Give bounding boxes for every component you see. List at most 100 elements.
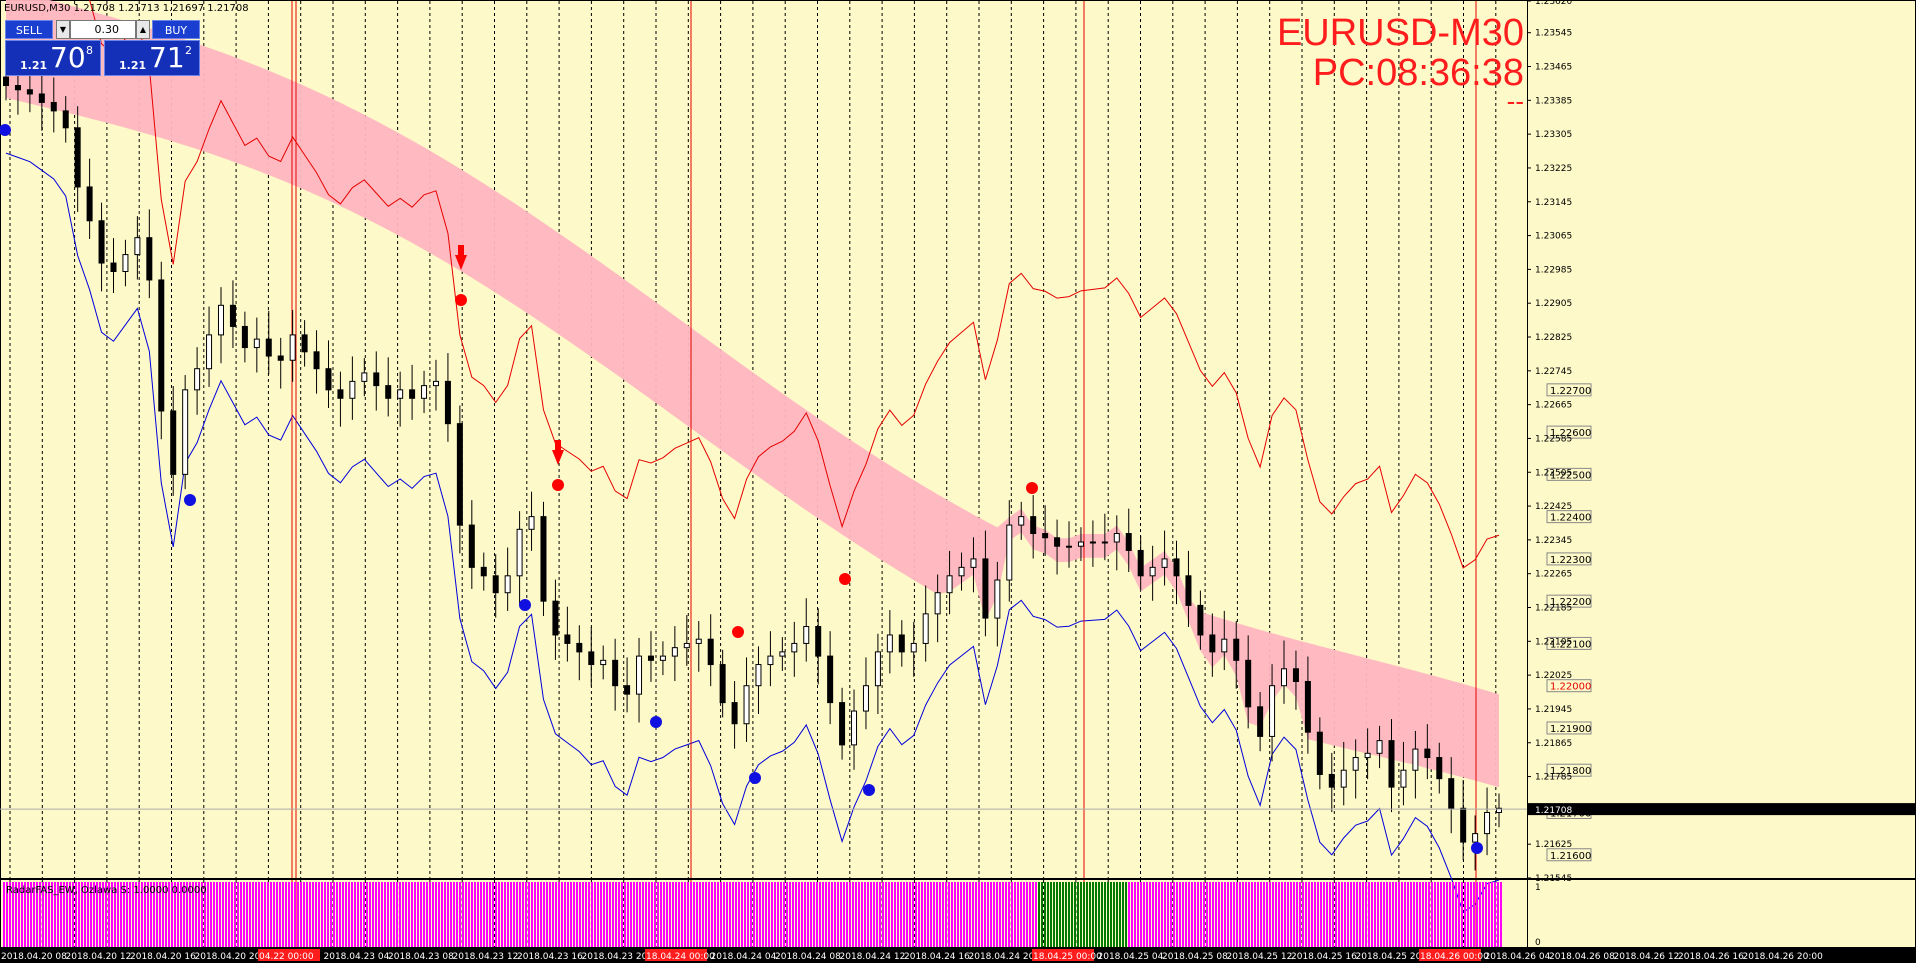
price-tick-label: 1.22505 — [1535, 468, 1572, 478]
overlay-title: EURUSD-M30 — [1276, 12, 1524, 54]
lot-decrease-button[interactable]: ▼ — [56, 20, 70, 39]
time-label: 18.04.24 00:00 — [646, 952, 715, 962]
time-label: 2018.04.23 16 — [517, 952, 583, 962]
candle — [14, 85, 21, 91]
candle — [767, 655, 774, 666]
candle — [827, 655, 834, 704]
price-tick-label: 1.22265 — [1535, 570, 1572, 580]
candle — [409, 389, 416, 399]
level-label: 1.21600 — [1550, 851, 1591, 862]
candle — [1089, 541, 1096, 544]
candle — [624, 685, 631, 695]
time-label: 2018.04.24 12 — [840, 952, 906, 962]
candle — [1316, 731, 1323, 775]
candle — [1233, 638, 1240, 661]
time-label: 2018.04.24 20:00 — [969, 952, 1050, 962]
time-label: 2018.04.20 16 — [130, 952, 196, 962]
level-label: 1.22700 — [1550, 386, 1591, 397]
sell-price-sup: 8 — [86, 44, 93, 57]
candle — [1460, 807, 1467, 843]
sell-price-prefix: 1.21 — [20, 59, 48, 72]
candle — [1221, 638, 1228, 653]
candle — [671, 647, 678, 657]
time-label-highlight — [1419, 949, 1481, 961]
level-label-box — [1546, 721, 1592, 735]
candle — [922, 613, 929, 644]
candle — [277, 355, 284, 361]
candle — [385, 385, 392, 399]
candle — [432, 380, 439, 387]
indicator-axis-top: 1 — [1535, 883, 1541, 893]
buy-signal-icon — [0, 124, 11, 136]
time-label: 04.22 00:00 — [259, 952, 314, 962]
time-label-highlight — [645, 949, 707, 961]
candle — [1448, 778, 1455, 809]
indicator-label: RadarFAS_EW, Ozlawa S: 1.0000 0.0000 — [6, 885, 207, 896]
candle — [612, 659, 619, 687]
lot-size-input[interactable]: 0.30 — [70, 20, 136, 39]
time-label: 2018.04.23 12 — [453, 952, 519, 962]
candle — [815, 626, 822, 657]
candle — [3, 76, 9, 87]
candle — [1364, 752, 1371, 759]
sell-button[interactable]: SELL — [5, 20, 53, 39]
time-label: 2018.04.23 08 — [388, 952, 454, 962]
time-label: 2018.04.24 08 — [775, 952, 841, 962]
level-label: 1.22000 — [1550, 682, 1591, 693]
price-tick-label: 1.22905 — [1535, 299, 1572, 309]
candle — [934, 592, 941, 615]
level-label: 1.21800 — [1550, 766, 1591, 777]
buy-price-box[interactable]: 1.21 71 2 — [104, 40, 200, 76]
candle — [803, 626, 810, 644]
level-label: 1.22400 — [1550, 513, 1591, 524]
time-label: 2018.04.25 12 — [1227, 952, 1293, 962]
price-tick-label: 1.21545 — [1535, 874, 1572, 884]
sell-signal-icon — [552, 479, 564, 491]
buy-price-prefix: 1.21 — [119, 59, 147, 72]
candle — [98, 220, 105, 264]
level-label-box — [1546, 425, 1592, 439]
time-label: 2018.04.26 16 — [1678, 952, 1744, 962]
price-tick-label: 1.22185 — [1535, 604, 1572, 614]
candle — [1472, 833, 1479, 843]
candle — [1340, 769, 1347, 788]
time-label: 2018.04.26 08 — [1549, 952, 1615, 962]
time-label: 2018.04.20 08 — [1, 952, 67, 962]
candle — [970, 558, 977, 568]
candle — [194, 368, 201, 391]
candle — [1137, 549, 1144, 577]
candle — [492, 575, 499, 594]
time-label: 2018.04.26 12 — [1614, 952, 1680, 962]
candle — [313, 351, 320, 370]
candle — [206, 334, 213, 370]
candle — [600, 659, 607, 666]
price-tick-label: 1.22585 — [1535, 434, 1572, 444]
candle — [1496, 807, 1502, 813]
buy-button[interactable]: BUY — [152, 20, 200, 39]
candle — [337, 389, 344, 399]
header-symbol: EURUSD,M30 — [4, 3, 71, 14]
candle — [1292, 668, 1299, 682]
candle — [134, 237, 141, 256]
sell-price-box[interactable]: 1.21 70 8 — [5, 40, 101, 76]
candle — [1388, 740, 1395, 788]
candle — [229, 304, 236, 327]
buy-signal-icon — [650, 716, 662, 728]
candle — [958, 566, 965, 577]
candle — [982, 558, 989, 619]
lot-increase-button[interactable]: ▲ — [136, 20, 150, 39]
overlay-clock: PC:08:36:38 — [1312, 52, 1524, 94]
candle — [265, 338, 272, 357]
candle — [1281, 668, 1288, 687]
candle — [1352, 757, 1359, 771]
sell-signal-icon — [839, 573, 851, 585]
candle — [26, 89, 33, 95]
candle — [62, 110, 69, 129]
candle — [373, 372, 380, 387]
price-tick-label: 1.21785 — [1535, 773, 1572, 783]
level-label: 1.22600 — [1550, 428, 1591, 439]
candle — [241, 325, 248, 349]
level-label-box — [1546, 594, 1592, 608]
